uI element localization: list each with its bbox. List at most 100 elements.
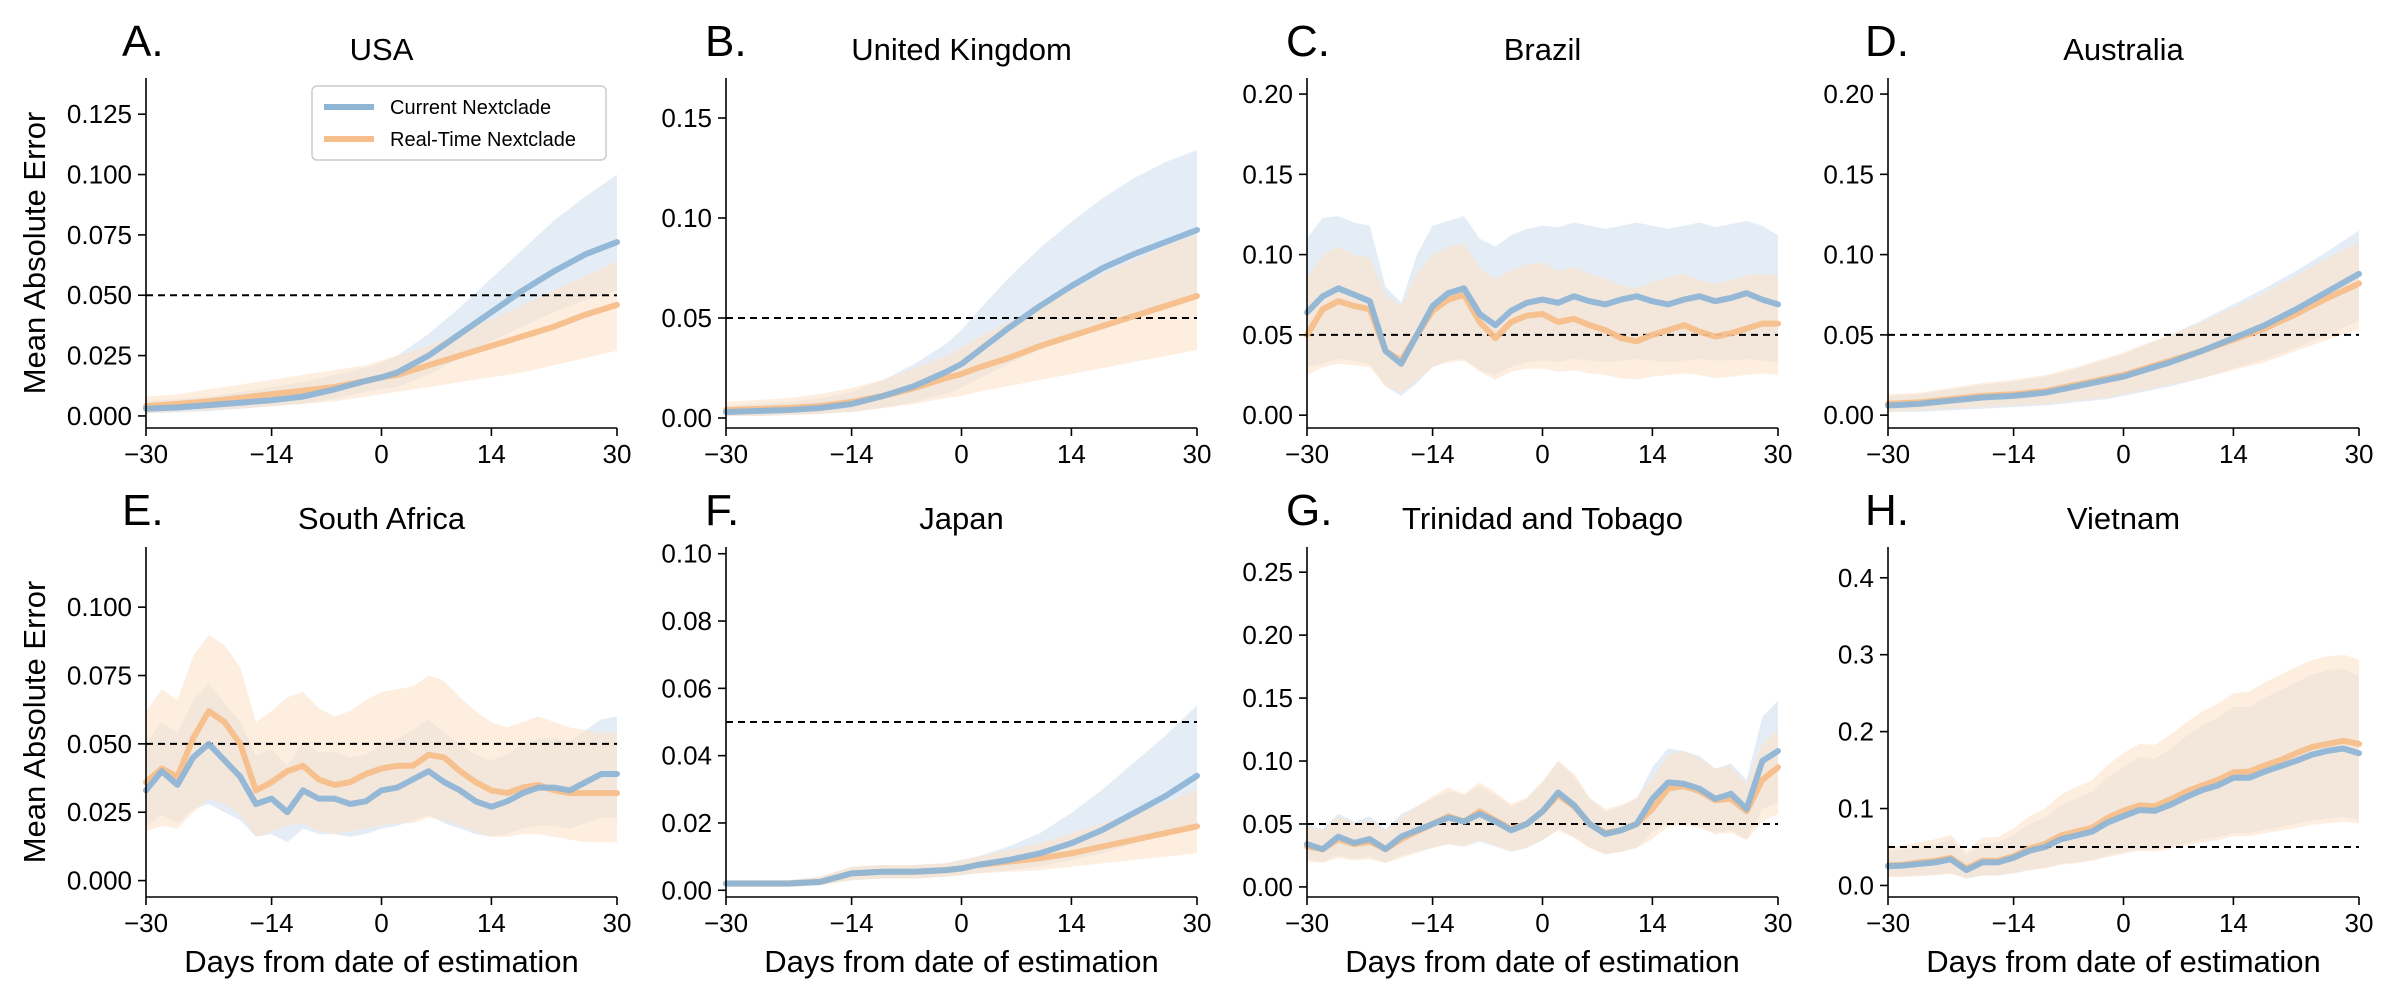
- legend: Current Nextclade Real-Time Nextclade: [311, 85, 607, 161]
- x-tick-label: −30: [124, 908, 168, 938]
- panel-title: United Kingdom: [851, 32, 1072, 67]
- y-tick-label: 0.05: [661, 303, 712, 333]
- panel-3: −30 −14 0 14 30 0.00 0.05 0.10 0.15 0.20 C. Brazil: [1242, 17, 1792, 469]
- y-tick-label: 0.025: [67, 797, 132, 827]
- series-line-current: [1885, 745, 2362, 874]
- panel-title: Vietnam: [2067, 501, 2180, 536]
- y-tick-label: 0.10: [1823, 240, 1874, 270]
- confidence-band-realtime: [1888, 241, 2359, 412]
- x-tick-label: 0: [2116, 908, 2130, 938]
- y-tick-label: 0.20: [1242, 620, 1293, 650]
- y-tick-label: 0.000: [67, 866, 132, 896]
- y-tick-label: 0.05: [1242, 320, 1293, 350]
- x-tick-label: 30: [2345, 908, 2374, 938]
- x-tick-label: −30: [1866, 908, 1910, 938]
- panel-letter: G.: [1286, 486, 1332, 535]
- y-tick-label: 0.000: [67, 401, 132, 431]
- x-tick-label: 0: [1535, 908, 1549, 938]
- x-tick-label: 0: [954, 439, 968, 469]
- y-tick-label: 0.3: [1838, 640, 1874, 670]
- panel-2: −30 −14 0 14 30 0.00 0.05 0.10 0.15 B. United King…: [661, 17, 1211, 469]
- x-tick-label: 14: [2219, 908, 2248, 938]
- y-tick-label: 0.08: [661, 606, 712, 636]
- panel-letter: F.: [705, 486, 739, 535]
- x-tick-label: −14: [830, 908, 874, 938]
- y-tick-label: 0.15: [661, 103, 712, 133]
- panel-7: −30 −14 0 14 30 0.00 0.05 0.10 0.15 0.20 0.25 G. Tri…: [1242, 486, 1792, 979]
- y-tick-label: 0.00: [1242, 400, 1293, 430]
- panel-letter: A.: [122, 17, 164, 66]
- x-tick-label: −14: [1992, 439, 2036, 469]
- x-tick-label: 14: [1638, 439, 1667, 469]
- panel-title: Japan: [919, 501, 1003, 536]
- x-axis-label: Days from date of estimation: [1926, 944, 2321, 979]
- y-tick-label: 0.125: [67, 99, 132, 129]
- panel-title: Brazil: [1504, 32, 1582, 67]
- panel-letter: E.: [122, 486, 164, 535]
- y-tick-label: 0.050: [67, 729, 132, 759]
- x-tick-label: 0: [374, 439, 388, 469]
- x-tick-label: 14: [2219, 439, 2248, 469]
- y-tick-label: 0.100: [67, 592, 132, 622]
- x-tick-label: 0: [954, 908, 968, 938]
- y-tick-label: 0.20: [1242, 79, 1293, 109]
- y-tick-label: 0.15: [1242, 159, 1293, 189]
- confidence-band-realtime: [146, 634, 617, 843]
- y-tick-label: 0.05: [1242, 809, 1293, 839]
- y-axis-label: Mean Absolute Error: [17, 112, 52, 395]
- x-tick-label: −30: [1866, 439, 1910, 469]
- x-tick-label: 30: [1183, 439, 1212, 469]
- x-tick-label: −30: [124, 439, 168, 469]
- y-tick-label: 0.1: [1838, 794, 1874, 824]
- x-axis-label: Days from date of estimation: [764, 944, 1159, 979]
- confidence-band-current: [726, 150, 1197, 416]
- confidence-band-realtime: [1888, 654, 2359, 879]
- panel-title: Trinidad and Tobago: [1402, 501, 1683, 536]
- x-tick-label: 14: [1057, 908, 1086, 938]
- y-tick-label: 0.25: [1242, 557, 1293, 587]
- panel-letter: D.: [1865, 17, 1909, 66]
- panel-4: −30 −14 0 14 30 0.00 0.05 0.10 0.15 0.20 D. Austral…: [1823, 17, 2373, 469]
- y-tick-label: 0.10: [1242, 746, 1293, 776]
- panel-8: −30 −14 0 14 30 0.0 0.1 0.2 0.3 0.4 H. Vietnam Days …: [1838, 486, 2374, 979]
- y-tick-label: 0.02: [661, 808, 712, 838]
- panel-letter: C.: [1286, 17, 1330, 66]
- x-tick-label: −30: [704, 908, 748, 938]
- panel-6: −30 −14 0 14 30 0.00 0.02 0.04 0.06 0.08 0.10 F. Jap…: [661, 486, 1211, 979]
- x-tick-label: 0: [374, 908, 388, 938]
- confidence-band-realtime: [726, 234, 1197, 416]
- confidence-band-realtime: [1307, 243, 1778, 393]
- y-tick-label: 0.15: [1242, 683, 1293, 713]
- x-tick-label: −14: [1992, 908, 2036, 938]
- x-tick-label: 14: [1638, 908, 1667, 938]
- y-tick-label: 0.075: [67, 661, 132, 691]
- y-tick-label: 0.2: [1838, 717, 1874, 747]
- series-line-current: [723, 227, 1200, 415]
- y-axis-label: Mean Absolute Error: [17, 581, 52, 864]
- x-tick-label: 30: [1764, 439, 1793, 469]
- legend-box: [311, 85, 607, 161]
- x-tick-label: −14: [1411, 439, 1455, 469]
- x-tick-label: 30: [603, 439, 632, 469]
- y-tick-label: 0.10: [661, 539, 712, 569]
- series-line-current: [1304, 285, 1781, 367]
- y-tick-label: 0.20: [1823, 79, 1874, 109]
- x-tick-label: 0: [2116, 439, 2130, 469]
- x-tick-label: −14: [250, 908, 294, 938]
- panel-5: −30 −14 0 14 30 0.000 0.025 0.050 0.075 0.100 E. So…: [17, 486, 631, 979]
- y-tick-label: 0.050: [67, 280, 132, 310]
- x-tick-label: −14: [250, 439, 294, 469]
- series-line-current: [1304, 748, 1781, 853]
- x-tick-label: 14: [477, 908, 506, 938]
- y-tick-label: 0.00: [1823, 400, 1874, 430]
- y-tick-label: 0.10: [661, 203, 712, 233]
- panel-title: USA: [350, 32, 414, 67]
- y-tick-label: 0.00: [1242, 872, 1293, 902]
- x-axis-label: Days from date of estimation: [184, 944, 579, 979]
- y-tick-label: 0.100: [67, 160, 132, 190]
- x-tick-label: −30: [704, 439, 748, 469]
- x-tick-label: 30: [1183, 908, 1212, 938]
- y-tick-label: 0.075: [67, 220, 132, 250]
- x-axis-label: Days from date of estimation: [1345, 944, 1740, 979]
